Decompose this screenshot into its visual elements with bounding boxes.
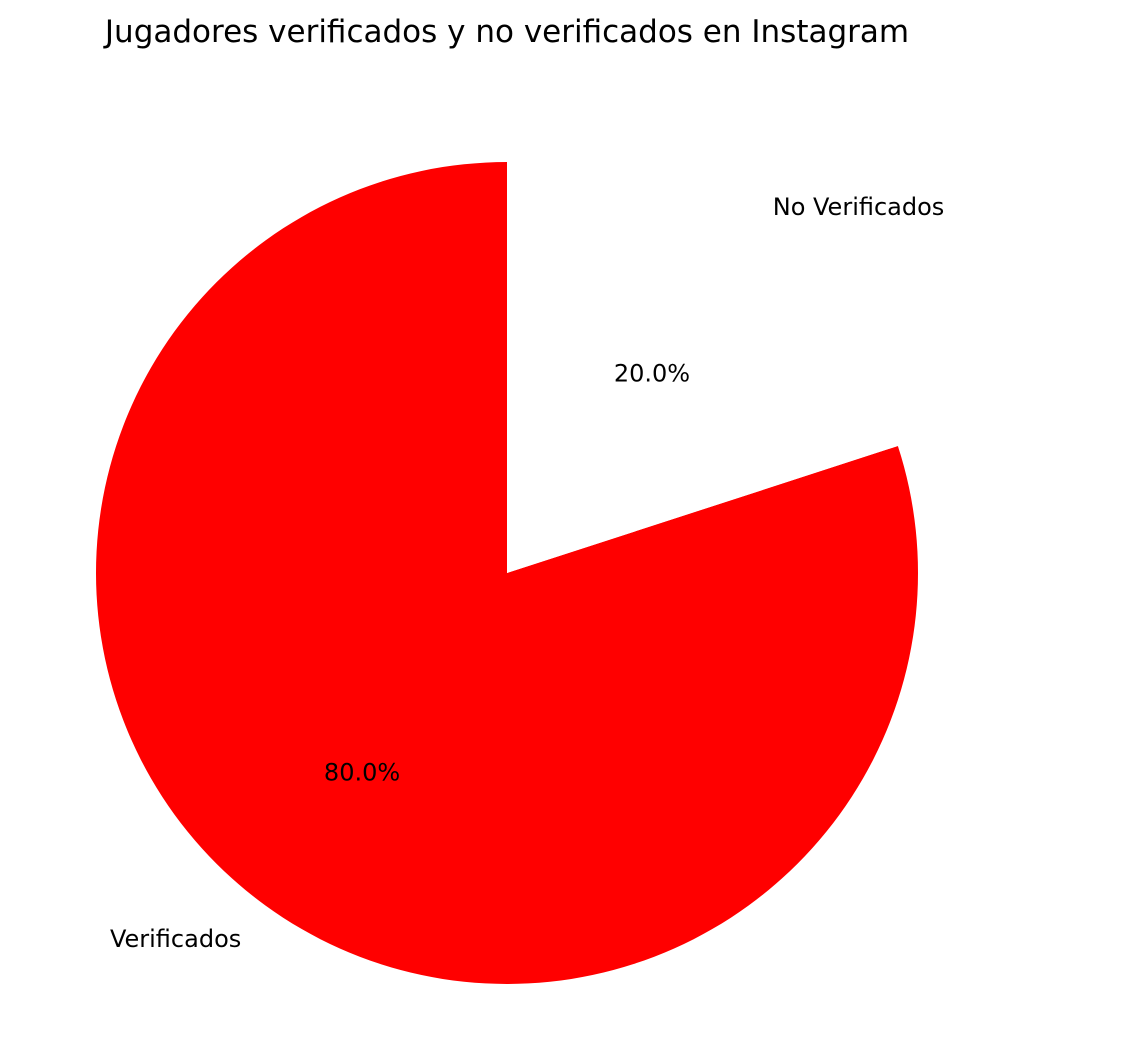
pie-slice-verificados xyxy=(95,162,918,984)
pie-pct-label-verificados: 80.0% xyxy=(324,759,400,787)
chart-title: Jugadores verificados y no verificados e… xyxy=(104,14,910,50)
pie-pct-label-no-verificados: 20.0% xyxy=(614,359,690,387)
pie-category-label-verificados: Verificados xyxy=(110,925,241,953)
pie-slice-no-verificados xyxy=(507,162,898,573)
pie-category-label-no-verificados: No Verificados xyxy=(773,193,945,221)
